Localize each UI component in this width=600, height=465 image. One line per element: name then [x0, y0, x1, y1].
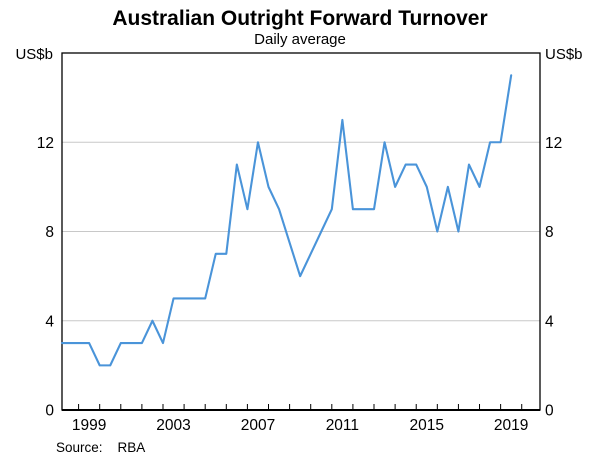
chart-title: Australian Outright Forward Turnover: [112, 7, 488, 30]
x-tick-label: 2015: [410, 417, 444, 434]
data-line-turnover: [60, 74, 513, 367]
y-tick-label-right: 8: [545, 224, 554, 241]
y-tick-label-left: 4: [45, 313, 54, 330]
y-tick-label-right: 4: [545, 313, 554, 330]
y-axis-unit-right: US$b: [545, 46, 583, 63]
x-tick-label: 2011: [326, 417, 359, 434]
y-tick-label-left: 8: [45, 224, 54, 241]
source-note: Source: RBA: [56, 440, 145, 455]
y-tick-label-left: 12: [37, 135, 54, 152]
source-value: RBA: [117, 440, 146, 455]
y-tick-label-right: 12: [545, 135, 562, 152]
y-axis-unit-left: US$b: [15, 46, 53, 63]
source-label: Source:: [56, 440, 103, 455]
x-tick-label: 1999: [72, 417, 106, 434]
x-tick-label: 2003: [156, 417, 190, 434]
y-tick-label-right: 0: [545, 403, 554, 420]
x-tick-label: 2019: [494, 417, 528, 434]
y-tick-label-left: 0: [45, 403, 54, 420]
x-tick-label: 2007: [241, 417, 275, 434]
chart-subtitle: Daily average: [254, 31, 346, 48]
